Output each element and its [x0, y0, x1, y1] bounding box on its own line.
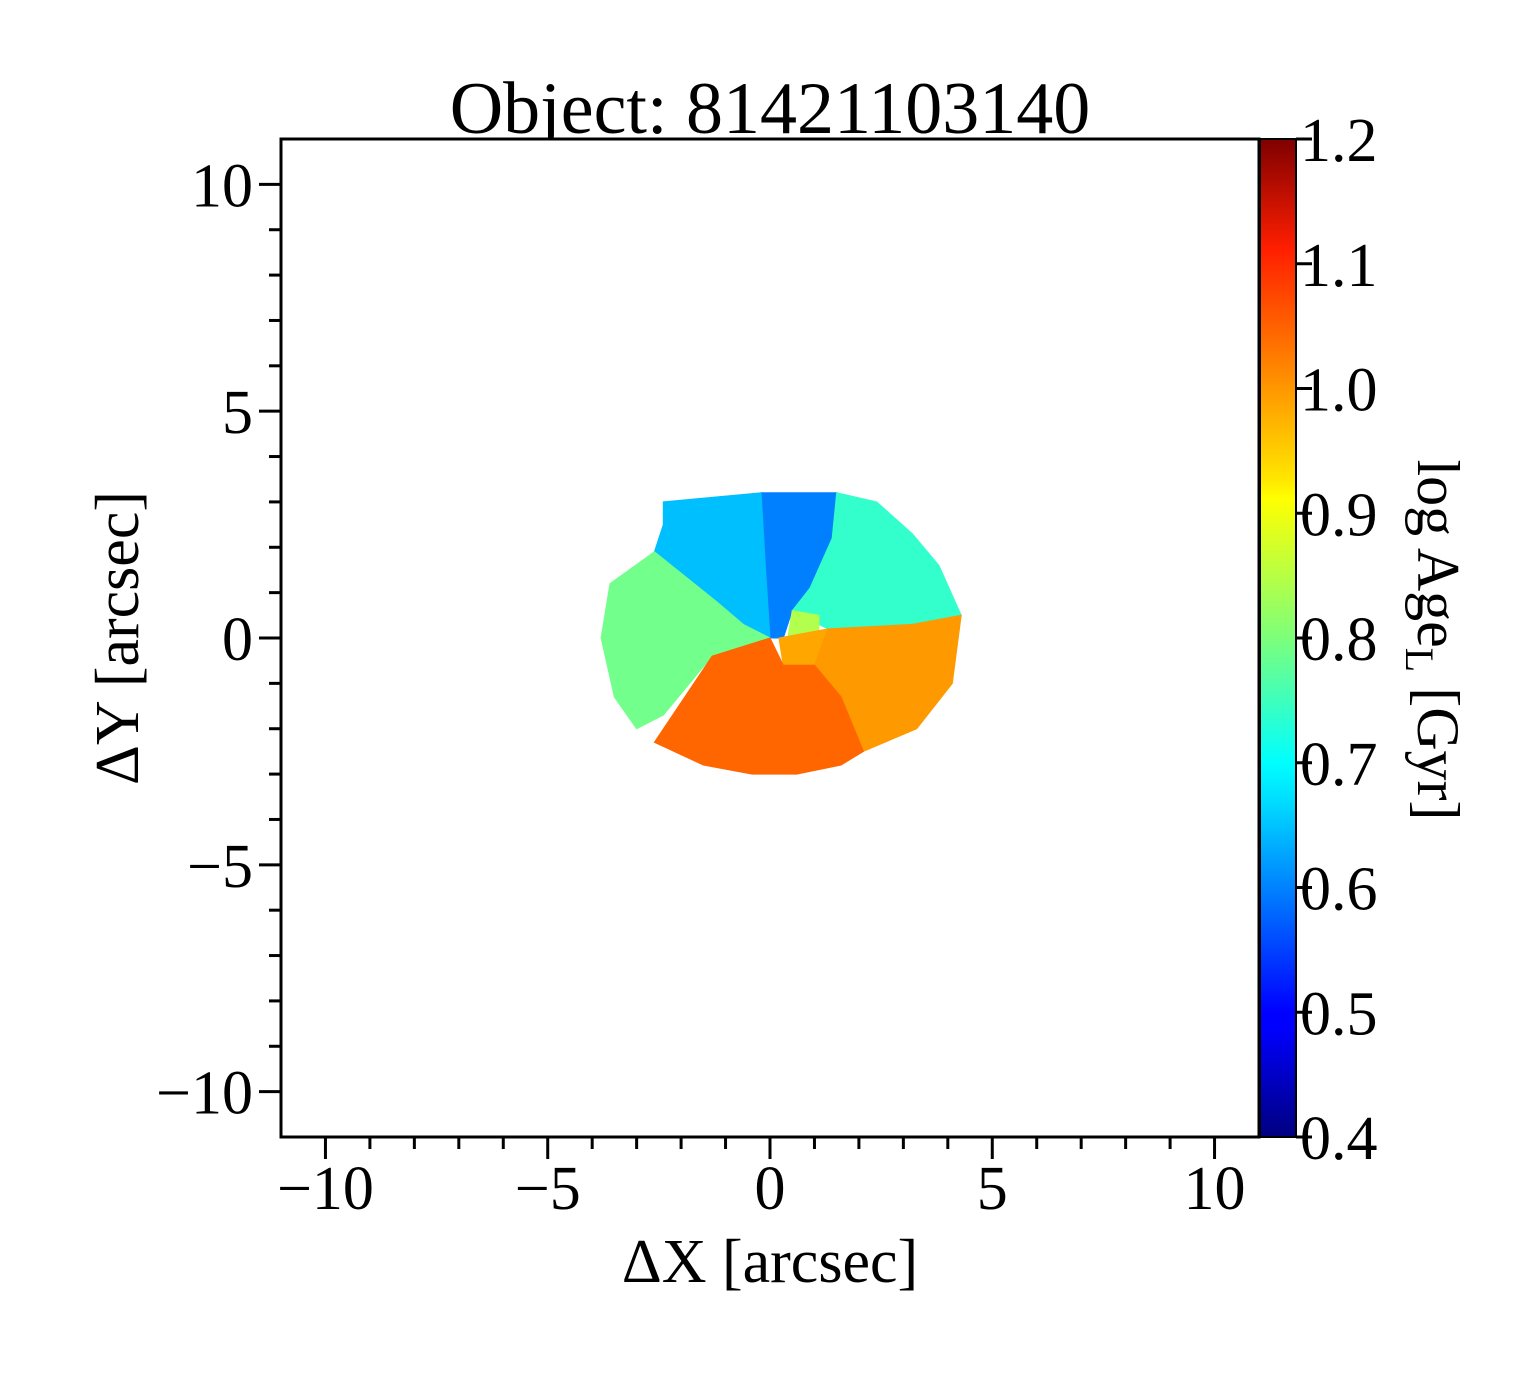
chart-title: Object: 81421103140	[450, 68, 1091, 150]
y-tick-label: −10	[156, 1060, 253, 1128]
colorbar-label: log AgeL [Gyr]	[1397, 459, 1471, 820]
colorbar-gradient	[1259, 138, 1297, 1138]
colorbar-tick-label: 0.6	[1300, 856, 1378, 924]
y-tick-label: 0	[222, 606, 253, 674]
colorbar-tick-label: 0.4	[1300, 1105, 1378, 1173]
colorbar: 0.4 0.5 0.6 0.7 0.8 0.9 1.0 1.1 1.2 log AgeL [Gy…	[1259, 107, 1471, 1173]
plot-area: −10 −5 0 5 10 −10 −5 0 5 10	[156, 137, 1261, 1223]
colorbar-label-unit: [Gyr]	[1405, 672, 1471, 820]
bin-bottom	[653, 637, 865, 775]
bin-left	[600, 551, 772, 730]
colorbar-tick-label: 0.5	[1300, 980, 1378, 1048]
x-tick-label: 10	[1184, 1155, 1246, 1223]
y-tick-label: −5	[187, 833, 253, 901]
colorbar-label-main: log Age	[1405, 459, 1471, 647]
colorbar-tick-label: 1.1	[1300, 232, 1378, 300]
x-tick-label: −10	[277, 1155, 374, 1223]
colorbar-ticks: 0.4 0.5 0.6 0.7 0.8 0.9 1.0 1.1 1.2	[1296, 107, 1378, 1173]
colorbar-tick-label: 1.2	[1300, 107, 1378, 175]
x-tick-label: −5	[515, 1155, 581, 1223]
colorbar-label-sub: L	[1397, 648, 1442, 672]
x-tick-label: 5	[977, 1155, 1008, 1223]
y-axis: −10 −5 0 5 10	[156, 152, 281, 1128]
colorbar-tick-label: 0.9	[1300, 481, 1378, 549]
colorbar-tick-label: 0.8	[1300, 606, 1378, 674]
y-axis-label: ΔY [arcsec]	[84, 491, 152, 785]
bins-layer	[600, 492, 962, 775]
colorbar-tick-label: 0.7	[1300, 731, 1378, 799]
colorbar-tick-label: 1.0	[1300, 357, 1378, 425]
x-axis: −10 −5 0 5 10	[277, 1137, 1246, 1223]
y-tick-label: 5	[222, 379, 253, 447]
x-tick-label: 0	[755, 1155, 786, 1223]
x-axis-label: ΔX [arcsec]	[622, 1228, 918, 1296]
y-tick-label: 10	[191, 152, 253, 220]
